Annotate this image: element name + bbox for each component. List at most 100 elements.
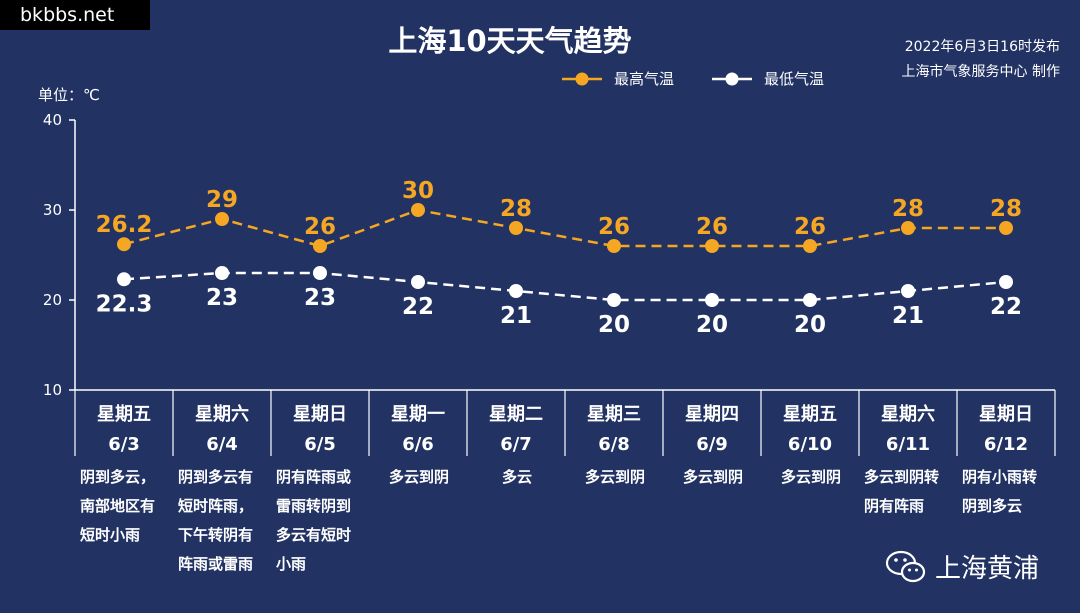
high-data-label: 28 — [500, 196, 532, 222]
weather-desc-line: 多云到阴 — [584, 468, 645, 486]
brand-name: 上海黄浦 — [935, 554, 1040, 584]
low-data-label: 21 — [500, 303, 532, 329]
high-data-label: 26 — [304, 214, 336, 240]
low-data-label: 21 — [892, 303, 924, 329]
low-data-label: 22.3 — [96, 291, 153, 317]
weather-desc-line: 小雨 — [276, 555, 307, 573]
weather-desc-line: 阴有小雨转 — [962, 468, 1038, 486]
weekday-label: 星期六 — [195, 404, 249, 425]
weather-desc: 阴到多云有 短时阵雨， 下午转阴有 阵雨或雷雨 — [178, 463, 268, 579]
low-series-line — [123, 271, 1007, 302]
weather-desc: 阴有阵雨或 雷雨转阴到 多云有短时 小雨 — [276, 463, 366, 579]
high-data-label: 26.2 — [96, 212, 153, 238]
y-tick-label: 20 — [42, 291, 62, 309]
weather-desc: 多云 — [472, 463, 562, 492]
date-label: 6/6 — [402, 434, 434, 455]
date-label: 6/4 — [206, 434, 238, 455]
watermark: bkbbs.net — [0, 0, 150, 30]
weather-desc-line: 多云到阴 — [388, 468, 449, 486]
brand: 上海黄浦 — [885, 548, 1039, 585]
legend-low: 最低气温 — [710, 68, 824, 89]
weather-desc-line: 雷雨转阴到 — [276, 497, 352, 515]
date-label: 6/3 — [108, 434, 140, 455]
weather-desc-line: 短时小雨 — [80, 526, 141, 544]
high-series-line — [123, 208, 1006, 248]
day-header: 星期五 6/10 — [761, 400, 859, 460]
weekday-label: 星期三 — [587, 404, 641, 425]
high-point — [705, 239, 719, 253]
day-header: 星期一 6/6 — [369, 400, 467, 460]
weather-desc: 阴到多云， 南部地区有 短时小雨 — [80, 463, 170, 550]
day-header: 星期日 6/12 — [957, 400, 1055, 460]
low-data-label: 22 — [402, 294, 434, 320]
high-data-label: 26 — [794, 214, 826, 240]
low-point — [117, 272, 131, 287]
publish-date: 2022年6月3日16时发布 — [904, 39, 1060, 55]
high-point — [803, 239, 817, 253]
high-point — [607, 239, 621, 253]
legend-low-label: 最低气温 — [764, 70, 825, 88]
weather-desc-line: 多云到阴 — [682, 468, 743, 486]
day-header: 星期四 6/9 — [663, 400, 761, 460]
weather-desc-line: 下午转阴有 — [178, 526, 254, 544]
high-point — [313, 239, 327, 253]
wechat-icon — [885, 550, 926, 582]
y-tick-label: 10 — [42, 381, 62, 399]
day-header: 星期日 6/5 — [271, 400, 369, 460]
weather-desc-line: 多云到阴转 — [864, 468, 940, 486]
day-header: 星期三 6/8 — [565, 400, 663, 460]
date-label: 6/11 — [885, 434, 931, 455]
legend-low-marker — [712, 72, 752, 85]
date-label: 6/9 — [696, 434, 728, 455]
weather-desc: 多云到阴 — [374, 463, 464, 492]
high-point — [901, 221, 915, 235]
weekday-label: 星期日 — [979, 404, 1033, 425]
day-header: 星期五 6/3 — [75, 400, 173, 460]
weekday-label: 星期日 — [293, 404, 347, 425]
weekday-label: 星期五 — [97, 404, 151, 425]
weekday-label: 星期六 — [881, 404, 935, 425]
high-data-label: 26 — [696, 214, 728, 240]
low-point — [803, 293, 817, 307]
high-data-label: 28 — [990, 196, 1022, 222]
high-point — [411, 203, 425, 217]
low-data-label: 20 — [598, 312, 630, 338]
weekday-label: 星期五 — [783, 404, 837, 425]
weather-desc-line: 短时阵雨， — [178, 497, 254, 515]
low-point — [607, 293, 621, 307]
low-point — [705, 293, 719, 307]
weather-desc-line: 阴到多云， — [80, 468, 156, 486]
weather-desc-line: 阴到多云 — [962, 497, 1023, 515]
high-data-label: 26 — [598, 214, 630, 240]
weather-desc-line: 阴到多云有 — [178, 468, 254, 486]
legend-high-label: 最高气温 — [614, 70, 675, 88]
weather-desc: 多云到阴转 阴有阵雨 — [864, 463, 954, 521]
unit-label: 单位：℃ — [38, 86, 100, 104]
date-label: 6/7 — [500, 434, 532, 455]
high-data-label: 30 — [402, 178, 434, 204]
high-data-label: 29 — [206, 187, 238, 213]
weather-desc-line: 阴有阵雨 — [864, 497, 925, 515]
high-point — [509, 221, 523, 235]
high-point — [215, 212, 229, 226]
weather-desc: 多云到阴 — [668, 463, 758, 492]
low-point — [999, 275, 1013, 289]
day-header: 星期六 6/4 — [173, 400, 271, 460]
weekday-label: 星期四 — [685, 404, 739, 425]
weather-desc-line: 多云 — [501, 468, 532, 486]
weather-desc-line: 多云有短时 — [276, 526, 352, 544]
low-data-label: 20 — [696, 312, 728, 338]
date-label: 6/12 — [983, 434, 1029, 455]
publisher: 上海市气象服务中心 制作 — [901, 64, 1060, 80]
low-point — [901, 284, 915, 298]
weather-desc-line: 多云到阴 — [780, 468, 841, 486]
date-label: 6/8 — [598, 434, 630, 455]
chart-title: 上海10天天气趋势 — [388, 24, 632, 58]
high-data-label: 28 — [892, 196, 924, 222]
y-tick-label: 30 — [42, 201, 62, 219]
low-point — [509, 284, 523, 298]
publish-info: 2022年6月3日16时发布 上海市气象服务中心 制作 — [902, 35, 1060, 85]
low-data-label: 23 — [304, 285, 336, 311]
weather-desc: 多云到阴 — [570, 463, 660, 492]
